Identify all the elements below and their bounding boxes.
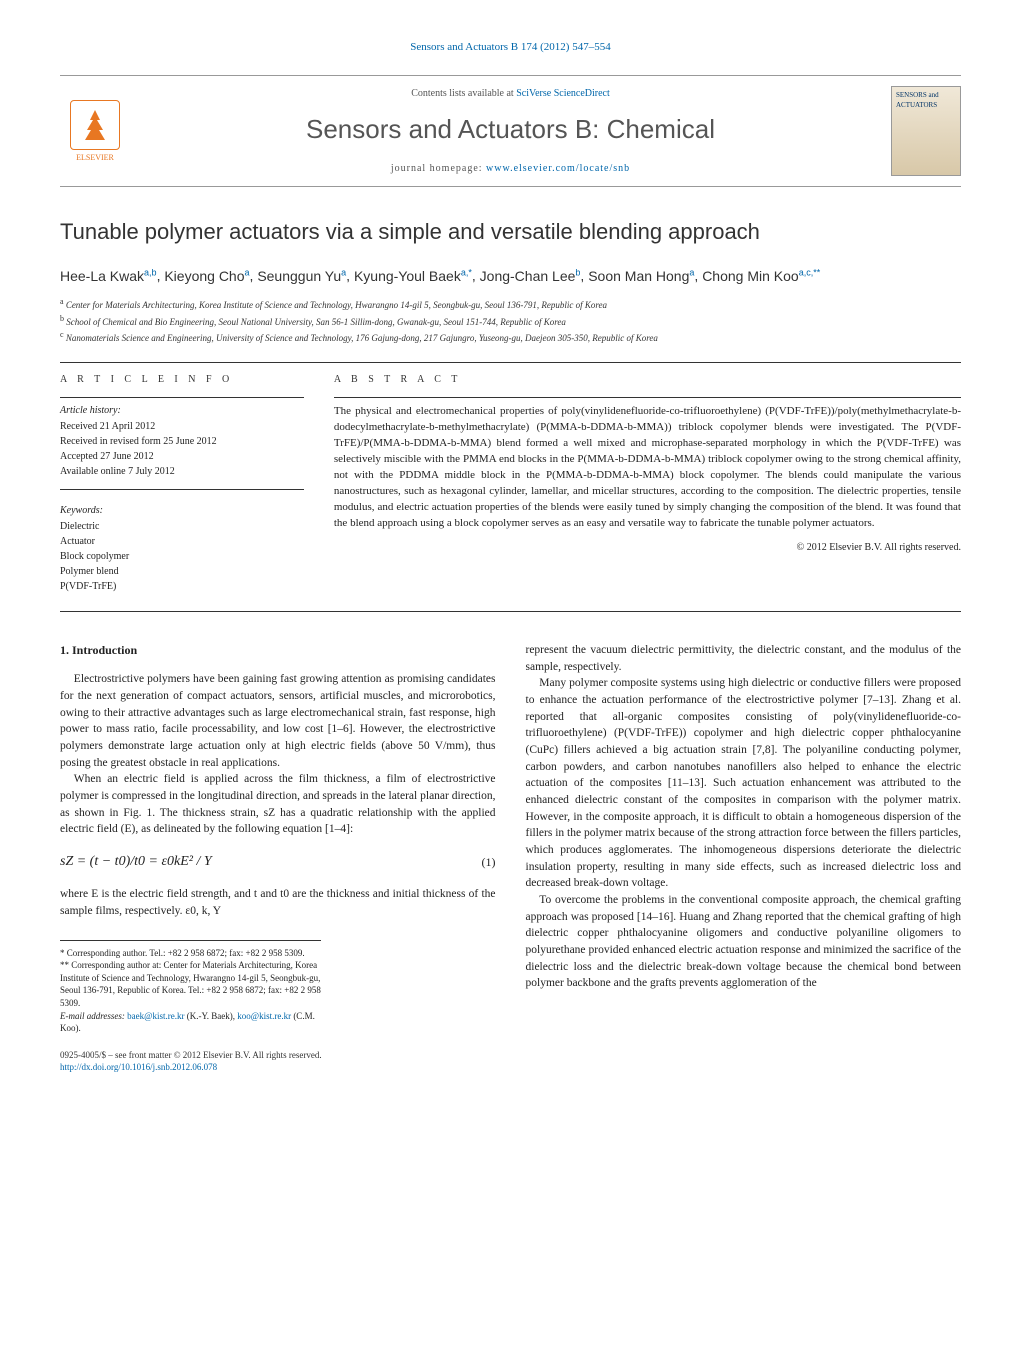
- paper-title: Tunable polymer actuators via a simple a…: [60, 217, 961, 248]
- author: Jong-Chan Leeb: [480, 268, 581, 284]
- journal-title: Sensors and Actuators B: Chemical: [130, 111, 891, 147]
- citation-header: Sensors and Actuators B 174 (2012) 547–5…: [60, 40, 961, 55]
- contents-prefix: Contents lists available at: [411, 88, 516, 99]
- keyword: Actuator: [60, 535, 304, 549]
- sciencedirect-link[interactable]: SciVerse ScienceDirect: [516, 88, 610, 99]
- author: Chong Min Kooa,c,**: [702, 268, 820, 284]
- history-line: Received 21 April 2012: [60, 420, 304, 434]
- info-abstract-row: a r t i c l e i n f o Article history: R…: [60, 373, 961, 595]
- authors-list: Hee-La Kwaka,b, Kieyong Choa, Seunggun Y…: [60, 266, 961, 286]
- paragraph: where E is the electric field strength, …: [60, 886, 496, 919]
- elsevier-logo: ELSEVIER: [60, 91, 130, 171]
- author: Kyung-Youl Baeka,*: [354, 268, 472, 284]
- rule: [60, 611, 961, 612]
- rule: [60, 489, 304, 490]
- journal-homepage: journal homepage: www.elsevier.com/locat…: [130, 162, 891, 176]
- affiliation: c Nanomaterials Science and Engineering,…: [60, 329, 961, 346]
- email-link[interactable]: koo@kist.re.kr: [237, 1011, 291, 1021]
- keyword: P(VDF-TrFE): [60, 580, 304, 594]
- copyright: © 2012 Elsevier B.V. All rights reserved…: [334, 541, 961, 555]
- keyword: Block copolymer: [60, 550, 304, 564]
- footnote: * Corresponding author. Tel.: +82 2 958 …: [60, 947, 321, 960]
- footnotes: * Corresponding author. Tel.: +82 2 958 …: [60, 940, 321, 1035]
- history-line: Received in revised form 25 June 2012: [60, 435, 304, 449]
- paragraph: represent the vacuum dielectric permitti…: [526, 642, 962, 675]
- abstract-heading: a b s t r a c t: [334, 373, 961, 387]
- affiliation: b School of Chemical and Bio Engineering…: [60, 313, 961, 330]
- paragraph: To overcome the problems in the conventi…: [526, 892, 962, 992]
- right-column: represent the vacuum dielectric permitti…: [526, 642, 962, 1074]
- article-info: a r t i c l e i n f o Article history: R…: [60, 373, 304, 595]
- elsevier-name: ELSEVIER: [76, 152, 114, 163]
- section-heading: 1. Introduction: [60, 642, 496, 659]
- email-who: (K.-Y. Baek),: [184, 1011, 237, 1021]
- homepage-prefix: journal homepage:: [391, 163, 486, 174]
- email-label: E-mail addresses:: [60, 1011, 127, 1021]
- paragraph: Electrostrictive polymers have been gain…: [60, 671, 496, 771]
- paragraph: Many polymer composite systems using hig…: [526, 675, 962, 892]
- journal-banner: ELSEVIER Contents lists available at Sci…: [60, 75, 961, 187]
- email-link[interactable]: baek@kist.re.kr: [127, 1011, 184, 1021]
- history-title: Article history:: [60, 404, 304, 418]
- author: Kieyong Choa: [164, 268, 249, 284]
- footer-line: 0925-4005/$ – see front matter © 2012 El…: [60, 1049, 496, 1062]
- homepage-link[interactable]: www.elsevier.com/locate/snb: [486, 163, 630, 174]
- rule: [60, 397, 304, 398]
- article-info-heading: a r t i c l e i n f o: [60, 373, 304, 387]
- affiliations: a Center for Materials Architecturing, K…: [60, 296, 961, 346]
- author: Seunggun Yua: [257, 268, 346, 284]
- keyword: Polymer blend: [60, 565, 304, 579]
- history-line: Available online 7 July 2012: [60, 465, 304, 479]
- journal-center: Contents lists available at SciVerse Sci…: [130, 87, 891, 175]
- rule: [334, 397, 961, 398]
- equation-row: sZ = (t − t0)/t0 = ε0kE² / Y (1): [60, 852, 496, 872]
- abstract-text: The physical and electromechanical prope…: [334, 404, 961, 532]
- doi-link[interactable]: http://dx.doi.org/10.1016/j.snb.2012.06.…: [60, 1061, 496, 1074]
- left-column: 1. Introduction Electrostrictive polymer…: [60, 642, 496, 1074]
- body-columns: 1. Introduction Electrostrictive polymer…: [60, 642, 961, 1074]
- paragraph: When an electric field is applied across…: [60, 771, 496, 838]
- author: Soon Man Honga: [588, 268, 694, 284]
- journal-cover-thumbnail: SENSORS and ACTUATORS: [891, 86, 961, 176]
- keyword: Dielectric: [60, 520, 304, 534]
- author: Hee-La Kwaka,b: [60, 268, 157, 284]
- affiliation: a Center for Materials Architecturing, K…: [60, 296, 961, 313]
- equation: sZ = (t − t0)/t0 = ε0kE² / Y: [60, 852, 212, 872]
- page-footer: 0925-4005/$ – see front matter © 2012 El…: [60, 1049, 496, 1074]
- equation-number: (1): [482, 854, 496, 871]
- elsevier-tree-icon: [70, 100, 120, 150]
- rule: [60, 362, 961, 363]
- contents-line: Contents lists available at SciVerse Sci…: [130, 87, 891, 101]
- keywords-title: Keywords:: [60, 504, 304, 518]
- footnote: ** Corresponding author at: Center for M…: [60, 959, 321, 1009]
- abstract: a b s t r a c t The physical and electro…: [334, 373, 961, 595]
- footnote-emails: E-mail addresses: baek@kist.re.kr (K.-Y.…: [60, 1010, 321, 1035]
- history-line: Accepted 27 June 2012: [60, 450, 304, 464]
